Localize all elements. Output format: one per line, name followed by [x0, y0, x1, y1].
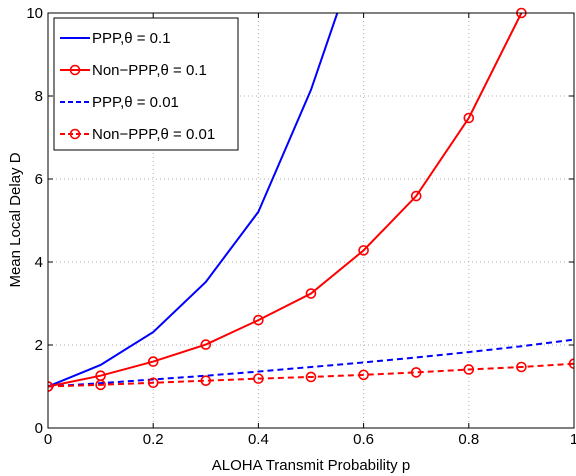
data-point — [200, 339, 212, 350]
series-layer — [48, 7, 574, 392]
series-line — [48, 338, 574, 388]
data-point — [516, 361, 527, 373]
legend-label: Non−PPP,θ = 0.1 — [92, 62, 207, 79]
data-point — [147, 356, 159, 367]
legend-label: PPP,θ = 0.1 — [92, 30, 171, 47]
legend-item: PPP,θ = 0.01 — [60, 94, 179, 111]
data-point — [95, 379, 106, 391]
y-tick-label: 6 — [35, 171, 43, 188]
x-tick-label: 0 — [44, 431, 52, 448]
data-point — [253, 373, 264, 384]
series-line — [48, 12, 523, 388]
legend-item: Non−PPP,θ = 0.01 — [60, 126, 215, 143]
data-point — [410, 190, 422, 202]
legend-box — [53, 17, 239, 151]
data-point — [253, 314, 264, 326]
legend-marker — [69, 128, 81, 140]
data-point — [463, 112, 475, 124]
data-point — [200, 375, 212, 386]
legend-item: Non−PPP,θ = 0.1 — [60, 62, 207, 79]
data-point — [358, 369, 369, 381]
series-3 — [48, 358, 574, 392]
x-tick-label: 1 — [570, 431, 576, 448]
y-tick-label: 10 — [26, 5, 43, 22]
y-tick-label: 0 — [35, 420, 43, 437]
x-tick-label: 0.8 — [458, 431, 479, 448]
plot-frame — [47, 12, 575, 429]
legend-label: Non−PPP,θ = 0.01 — [92, 126, 215, 143]
legend-marker — [69, 64, 81, 76]
data-point — [463, 364, 475, 375]
data-point — [410, 367, 422, 378]
x-axis-label: ALOHA Transmit Probability p — [212, 457, 410, 474]
legend-label: PPP,θ = 0.01 — [92, 94, 179, 111]
legend: PPP,θ = 0.1 Non−PPP,θ = 0.1 PPP,θ = 0.01 No… — [53, 17, 239, 151]
series-0 — [48, 12, 339, 388]
series-line — [48, 12, 339, 388]
y-tick-label: 8 — [35, 88, 43, 105]
data-point — [568, 358, 574, 369]
data-point — [305, 371, 317, 383]
y-tick-label: 4 — [35, 254, 43, 271]
x-tick-label: 0.4 — [248, 431, 269, 448]
series-2 — [48, 338, 574, 388]
data-point — [147, 377, 159, 389]
series-line — [48, 362, 574, 388]
data-point — [48, 381, 54, 392]
x-tick-label: 0.2 — [143, 431, 164, 448]
legend-item: PPP,θ = 0.1 — [60, 30, 171, 47]
y-axis-label: Mean Local Delay D — [7, 152, 24, 287]
data-point — [305, 288, 317, 299]
y-tick-label: 2 — [35, 337, 43, 354]
data-point — [358, 245, 369, 256]
x-tick-label: 0.6 — [353, 431, 374, 448]
